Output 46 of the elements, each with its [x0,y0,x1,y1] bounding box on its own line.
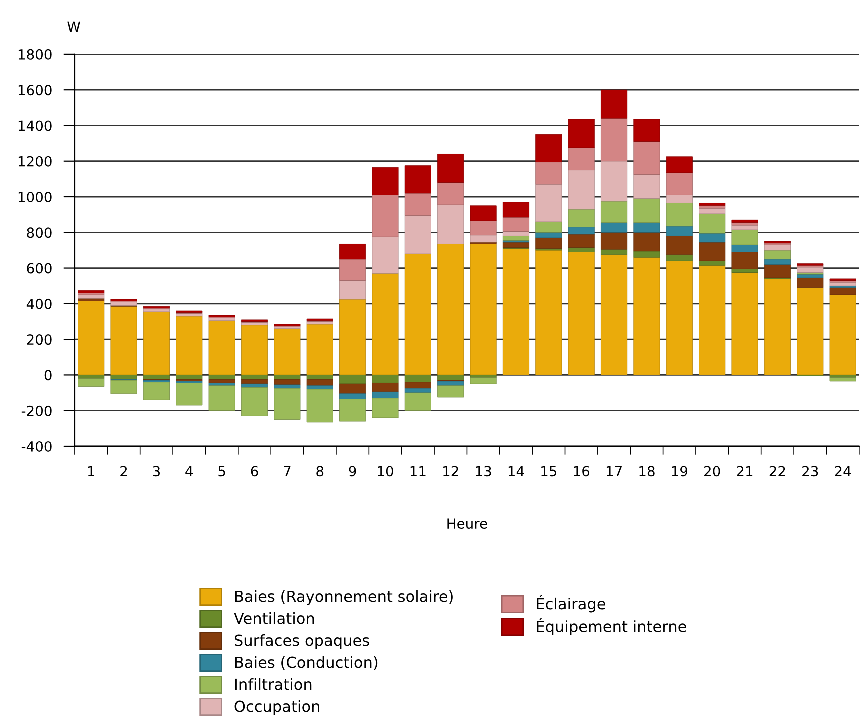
x-tick-label: 24 [835,466,852,476]
x-tick-label: 2 [120,466,128,476]
legend-label: Équipement interne [537,618,686,636]
x-tick-label: 19 [672,466,688,477]
legend-label: Éclairage [537,595,606,613]
y-tick-label: 0 [44,370,52,381]
y-tick-label: -200 [22,406,52,416]
x-tick-label: 23 [802,466,818,477]
x-tick-label: 4 [186,466,194,476]
y-tick-label: 1400 [18,120,52,132]
x-tick-label: 6 [251,466,258,477]
x-tick-label: 17 [606,466,622,476]
y-tick-label: 800 [27,228,52,238]
legend-label: Occupation [234,700,320,716]
x-tick-label: 9 [349,466,356,477]
x-tick-label: 5 [218,466,226,477]
y-tick-label: 1800 [18,49,52,60]
y-tick-label: 1000 [18,192,52,202]
x-axis-title: Heure [448,518,488,530]
y-tick-label: 400 [26,298,52,310]
legend-label: Ventilation [234,612,314,624]
x-tick-label: 3 [153,466,160,477]
x-tick-label: 16 [574,466,590,477]
x-tick-label: 12 [444,466,458,476]
x-tick-label: 10 [378,466,394,477]
legend-label: Infiltration [235,678,312,690]
y-axis-title: W [68,22,80,32]
legend-label: Baies (Conduction) [235,656,378,670]
x-tick-label: 15 [542,466,557,477]
y-tick-label: 1200 [18,156,52,167]
x-tick-label: 18 [640,466,655,477]
y-tick-label: 600 [27,263,52,274]
x-tick-label: 14 [508,466,524,476]
x-tick-label: 8 [316,466,324,477]
x-tick-label: 22 [770,466,786,476]
x-tick-label: 21 [737,466,753,476]
x-tick-label: 7 [284,466,291,476]
y-tick-label: -400 [22,441,52,452]
x-tick-label: 11 [410,466,426,476]
legend-label: Surfaces opaques [234,634,370,650]
y-tick-label: 1600 [18,85,52,96]
legend-label: Baies (Rayonnement solaire) [235,590,453,606]
y-tick-label: 200 [27,334,52,346]
x-tick-label: 20 [704,466,720,477]
x-tick-label: 13 [476,466,492,477]
x-tick-label: 1 [88,466,94,476]
